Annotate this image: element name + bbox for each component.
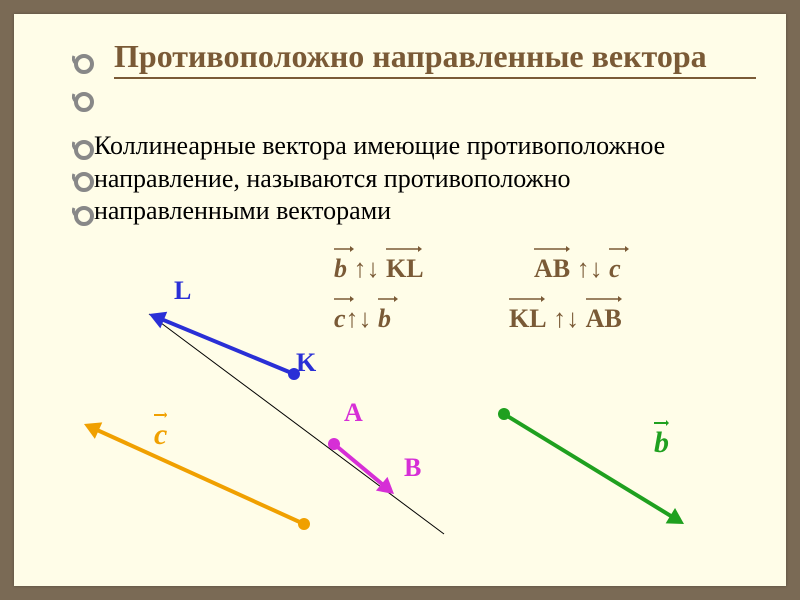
slide: Противоположно направленные вектора Колл…	[14, 14, 786, 586]
point-label: K	[296, 348, 316, 378]
vector-label: b	[654, 426, 669, 460]
point-label: L	[174, 276, 191, 306]
point-label: B	[404, 453, 421, 483]
vector-diagram	[14, 14, 786, 586]
vector-label: c	[154, 418, 167, 452]
point-label: A	[344, 398, 363, 428]
